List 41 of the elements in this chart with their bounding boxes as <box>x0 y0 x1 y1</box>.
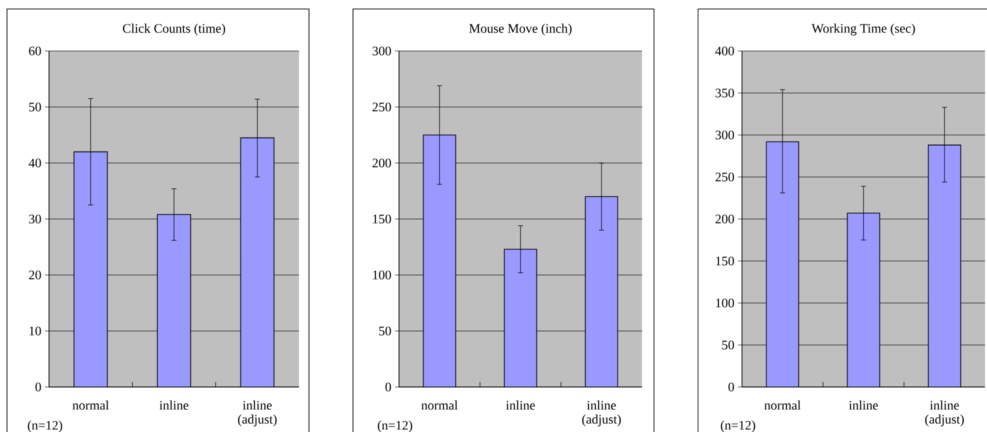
y-tick-label: 150 <box>373 214 391 224</box>
chart-title: Working Time (sec) <box>812 24 915 36</box>
y-tick-label: 0 <box>35 382 41 392</box>
y-tick-label: 100 <box>716 298 734 308</box>
y-tick-label: 200 <box>372 158 391 168</box>
text: (n=12) <box>720 420 756 432</box>
x-tick-label: inline <box>848 400 878 410</box>
y-tick-label: 300 <box>716 130 734 140</box>
y-tick-label: 30 <box>29 214 41 224</box>
x-tick-label: inline <box>506 400 535 410</box>
text: (n=12) <box>378 420 412 432</box>
x-tick-label: inline <box>159 400 188 410</box>
bar <box>847 213 880 387</box>
y-tick-label: 300 <box>372 46 391 56</box>
x-tick-label: normal <box>764 400 801 410</box>
y-tick-label: 150 <box>716 256 734 266</box>
chart-title: Click Counts (time) <box>122 24 226 36</box>
y-tick-label: 60 <box>29 46 41 56</box>
y-tick-label: 200 <box>716 214 734 224</box>
y-tick-label: 0 <box>385 382 391 392</box>
chart-title: Mouse Move (inch) <box>469 24 572 36</box>
x-tick-label: inline (adjust) <box>925 400 964 426</box>
bar <box>928 144 962 387</box>
y-tick-label: 50 <box>722 340 734 350</box>
y-tick-label: 10 <box>30 326 41 336</box>
x-tick-label: inline (adjust) <box>582 400 621 426</box>
x-tick-label: normal <box>421 400 458 410</box>
y-tick-label: 250 <box>372 102 391 112</box>
x-tick-label: normal <box>72 400 109 410</box>
x-tick-label: inline (adjust) <box>238 400 277 426</box>
y-tick-label: 20 <box>29 270 41 280</box>
y-tick-label: 50 <box>379 326 391 336</box>
y-tick-label: 100 <box>373 270 391 280</box>
y-tick-label: 0 <box>728 382 734 392</box>
bar <box>766 142 799 387</box>
text: (n=12) <box>28 420 62 432</box>
y-tick-label: 350 <box>716 88 734 98</box>
y-tick-label: 250 <box>716 172 734 182</box>
y-tick-label: 40 <box>28 158 41 168</box>
y-tick-label: 400 <box>715 46 734 56</box>
y-tick-label: 50 <box>29 102 41 112</box>
